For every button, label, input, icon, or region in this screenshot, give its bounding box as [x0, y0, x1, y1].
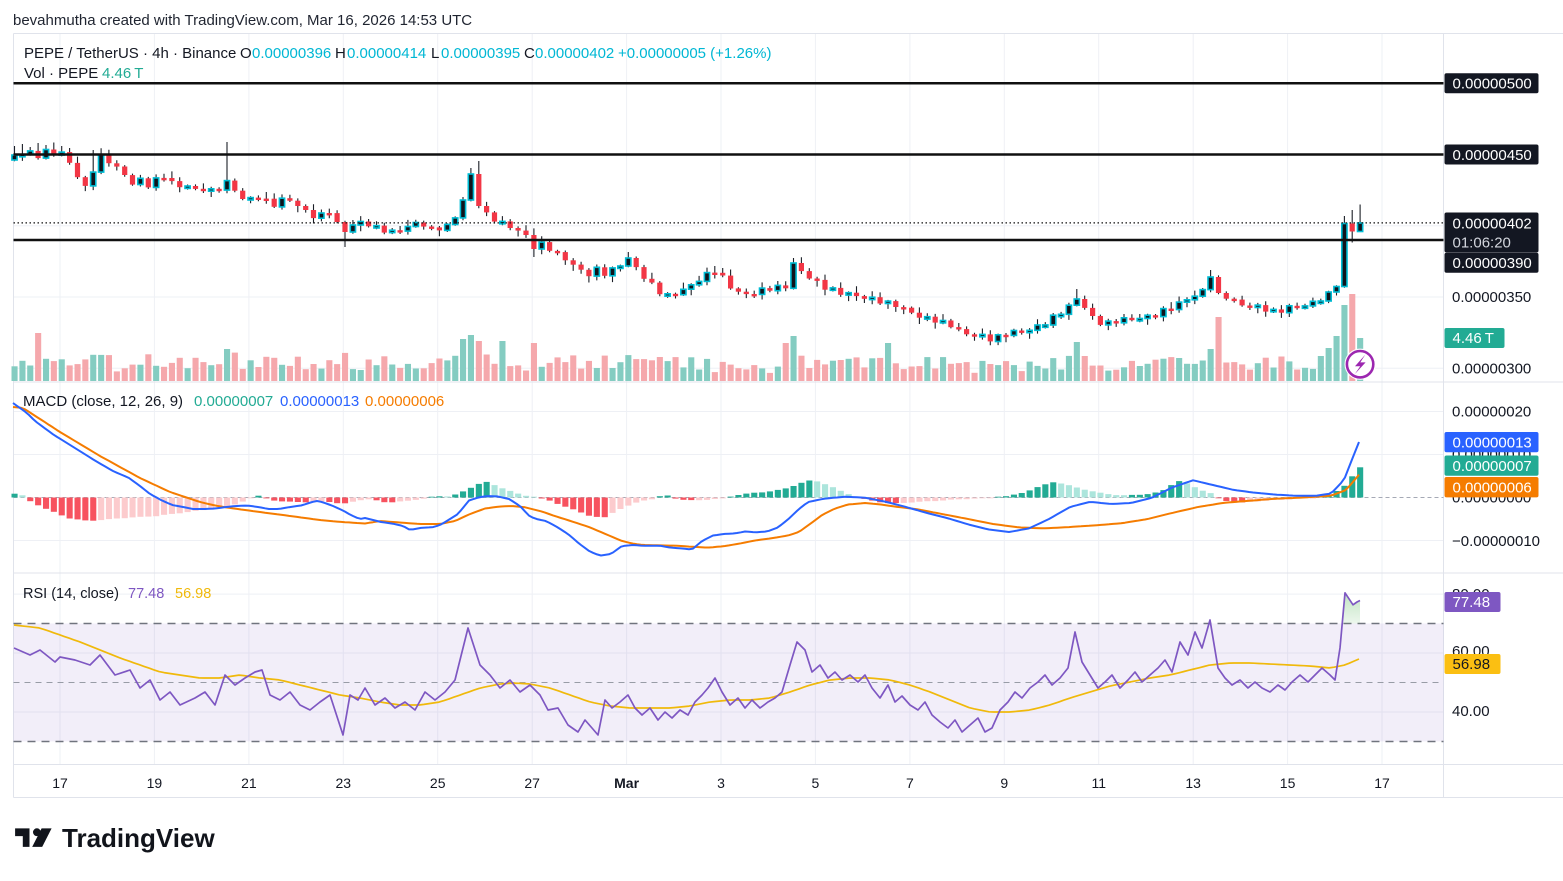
svg-text:4.46 T: 4.46 T — [102, 65, 143, 82]
svg-text:01:06:20: 01:06:20 — [1453, 235, 1511, 252]
svg-text:9: 9 — [1000, 775, 1008, 791]
svg-text:bevahmutha created with Tradin: bevahmutha created with TradingView.com,… — [13, 12, 472, 29]
svg-text:7: 7 — [906, 775, 914, 791]
svg-text:5: 5 — [812, 775, 820, 791]
svg-text:19: 19 — [147, 775, 163, 791]
svg-text:0.00000013: 0.00000013 — [280, 393, 359, 410]
svg-text:0.00000390: 0.00000390 — [1453, 255, 1532, 272]
svg-text:PEPE / TetherUS · 4h · Binance: PEPE / TetherUS · 4h · Binance — [24, 45, 236, 62]
svg-text:0.00000006: 0.00000006 — [365, 393, 444, 410]
svg-text:0.00000402: 0.00000402 — [535, 45, 614, 62]
svg-text:Vol · PEPE: Vol · PEPE — [24, 65, 98, 82]
svg-text:0.00000007: 0.00000007 — [194, 393, 273, 410]
svg-text:3: 3 — [717, 775, 725, 791]
svg-text:0.00000020: 0.00000020 — [1452, 404, 1531, 421]
svg-text:0.00000350: 0.00000350 — [1452, 289, 1531, 306]
svg-text:TradingView: TradingView — [62, 823, 215, 853]
svg-text:4.46 T: 4.46 T — [1453, 330, 1494, 347]
svg-text:17: 17 — [52, 775, 68, 791]
svg-text:0.00000500: 0.00000500 — [1453, 76, 1532, 93]
svg-text:O: O — [240, 45, 252, 62]
svg-text:0.00000013: 0.00000013 — [1453, 434, 1532, 451]
svg-text:56.98: 56.98 — [175, 586, 211, 602]
svg-text:0.00000300: 0.00000300 — [1452, 360, 1531, 377]
svg-text:L: L — [431, 45, 439, 62]
svg-text:40.00: 40.00 — [1452, 703, 1490, 720]
svg-text:27: 27 — [524, 775, 540, 791]
svg-text:0.00000402: 0.00000402 — [1453, 215, 1532, 232]
svg-text:0.00000007: 0.00000007 — [1453, 458, 1532, 475]
svg-text:C: C — [524, 45, 535, 62]
svg-text:77.48: 77.48 — [128, 586, 164, 602]
svg-text:+0.00000005 (+1.26%): +0.00000005 (+1.26%) — [618, 45, 771, 62]
svg-text:Mar: Mar — [614, 775, 639, 791]
svg-text:−0.00000010: −0.00000010 — [1452, 533, 1540, 550]
svg-text:77.48: 77.48 — [1453, 594, 1491, 611]
svg-text:RSI (14, close): RSI (14, close) — [23, 586, 119, 602]
svg-text:15: 15 — [1280, 775, 1296, 791]
svg-text:23: 23 — [336, 775, 352, 791]
svg-text:17: 17 — [1374, 775, 1390, 791]
svg-text:25: 25 — [430, 775, 446, 791]
svg-text:0.00000395: 0.00000395 — [441, 45, 520, 62]
svg-text:13: 13 — [1185, 775, 1201, 791]
svg-text:0.00000006: 0.00000006 — [1453, 479, 1532, 496]
svg-text:11: 11 — [1091, 775, 1106, 791]
svg-text:21: 21 — [241, 775, 257, 791]
svg-text:0.00000450: 0.00000450 — [1453, 147, 1532, 164]
svg-text:H: H — [335, 45, 346, 62]
svg-text:56.98: 56.98 — [1453, 656, 1491, 673]
svg-text:MACD (close, 12, 26, 9): MACD (close, 12, 26, 9) — [23, 393, 183, 410]
svg-text:0.00000396: 0.00000396 — [252, 45, 331, 62]
svg-text:0.00000414: 0.00000414 — [347, 45, 426, 62]
